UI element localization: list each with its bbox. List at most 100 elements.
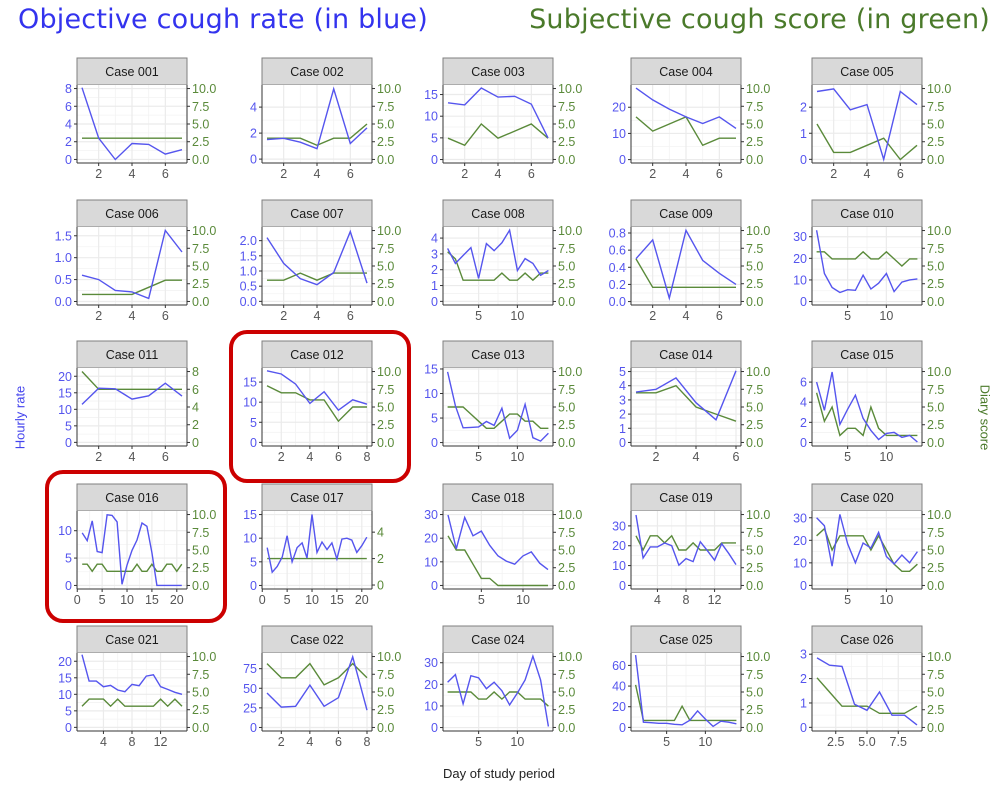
x-tick-label: 4: [654, 593, 661, 607]
objective-rate-line: [635, 228, 737, 301]
subjective-score-line: [816, 677, 918, 714]
x-axis-label: Day of study period: [442, 766, 555, 781]
facet-title: Case 015: [840, 348, 894, 362]
panel-case-026: Case 026 0 1 2 3 0.0 2.5 5.0 7.5 10.0 2.5 5.0 7.5: [800, 625, 951, 749]
y2-tick-label: 2.5: [192, 135, 209, 149]
y2-tick-label: 0.0: [746, 295, 763, 309]
x-tick-label: 15: [330, 593, 344, 607]
y2-tick-label: 5.0: [927, 118, 944, 132]
objective-rate-line: [266, 514, 368, 574]
x-tick-label: 4: [100, 735, 107, 749]
y2-tick-label: 5.0: [377, 401, 394, 415]
y2-tick-label: 7.5: [192, 242, 209, 256]
panel-case-008: Case 008 0 1 2 34 0.0 2.5 5.0 7.5 10.0 5 10: [431, 199, 582, 323]
x-tick-label: 5: [478, 593, 485, 607]
subjective-score-line: [266, 662, 368, 686]
facet-title: Case 005: [840, 65, 894, 79]
x-tick-label: 2: [95, 450, 102, 464]
y-tick-label: 1: [800, 696, 807, 710]
y2-tick-label: 0.0: [927, 721, 944, 735]
y2-tick-label: 2.5: [746, 703, 763, 717]
y2-tick-label: 7.5: [746, 242, 763, 256]
y2-tick-label: 7.5: [558, 242, 575, 256]
y2-tick-label: 5.0: [377, 260, 394, 274]
objective-rate-line: [447, 514, 549, 571]
facet-strip: [442, 340, 554, 369]
x-tick-label: 20: [170, 593, 184, 607]
facet-title: Case 025: [659, 633, 713, 647]
y-tick-label: 10: [424, 699, 438, 713]
y2-tick-label: 8: [192, 365, 199, 379]
y2-tick-label: 7.5: [746, 383, 763, 397]
facet-title: Case 026: [840, 633, 894, 647]
x-tick-label: 6: [716, 167, 723, 181]
y-tick-label: 8: [65, 82, 72, 96]
subjective-score-line: [816, 250, 918, 267]
facet-strip: [442, 625, 554, 654]
y2-tick-label: 7.5: [746, 526, 763, 540]
y-tick-label: 0.5: [55, 273, 72, 287]
x-tick-label: 2: [95, 309, 102, 323]
y2-tick-label: 0.0: [558, 579, 575, 593]
x-tick-label: 4: [314, 309, 321, 323]
objective-rate-line: [266, 229, 368, 286]
x-tick-label: 4: [129, 450, 136, 464]
y2-tick-label: 5.0: [377, 686, 394, 700]
y-tick-label: 0: [65, 436, 72, 450]
panel-case-020: Case 020 0 10 20 30 0.0 2.5 5.0 7.5 10.0 5 10: [793, 483, 951, 607]
facet-strip: [261, 483, 373, 512]
x-tick-label: 2: [278, 450, 285, 464]
facet-title: Case 024: [471, 633, 525, 647]
y2-tick-label: 10.0: [746, 82, 770, 96]
panel-case-018: Case 018 0 10 20 30 0.0 2.5 5.0 7.5 10.0 5 10: [424, 483, 582, 607]
y2-tick-label: 2.5: [746, 277, 763, 291]
subjective-score-line: [635, 534, 736, 552]
y-tick-label: 10: [424, 555, 438, 569]
x-tick-label: 5: [475, 450, 482, 464]
objective-rate-line: [81, 654, 183, 695]
x-tick-label: 6: [347, 309, 354, 323]
y2-tick-label: 0: [377, 579, 384, 593]
panel-case-019: Case 019 0 10 20 30 0.0 2.5 5.0 7.5 10.0 4 8 12: [612, 483, 770, 607]
y2-tick-label: 7.5: [746, 668, 763, 682]
y-tick-label: 2: [800, 672, 807, 686]
y2-tick-label: 7.5: [377, 100, 394, 114]
x-tick-label: 8: [129, 735, 136, 749]
y2-tick-label: 10.0: [377, 82, 401, 96]
y-tick-label: 60: [612, 659, 626, 673]
panel-case-021: Case 021 0 5 10 15 20 0.0 2.5 5.0 7.5 10.0 4 8 12: [58, 625, 216, 749]
y-tick-label: 0: [431, 579, 438, 593]
y2-tick-label: 10.0: [192, 508, 216, 522]
facet-strip: [630, 340, 742, 369]
y-tick-label: 0.0: [609, 295, 626, 309]
facet-title: Case 004: [659, 65, 713, 79]
y2-tick-label: 2.5: [927, 418, 944, 432]
y-tick-label: 30: [612, 519, 626, 533]
objective-rate-line: [816, 88, 918, 162]
y2-tick-label: 0.0: [558, 721, 575, 735]
y2-tick-label: 5.0: [192, 544, 209, 558]
y-tick-label: 0: [619, 579, 626, 593]
y-tick-label: 25: [243, 701, 257, 715]
x-tick-label: 6: [716, 309, 723, 323]
y-tick-label: 10: [612, 127, 626, 141]
y-tick-label: 15: [424, 362, 438, 376]
y-tick-label: 20: [612, 539, 626, 553]
y2-tick-label: 2.5: [746, 135, 763, 149]
x-tick-label: 6: [162, 450, 169, 464]
y2-tick-label: 2.5: [558, 561, 575, 575]
subjective-score-line: [266, 385, 367, 423]
y-tick-label: 0.8: [609, 227, 626, 241]
x-tick-label: 6: [528, 167, 535, 181]
y2-tick-label: 0.0: [746, 153, 763, 167]
facet-title: Case 016: [105, 491, 159, 505]
y2-tick-label: 0.0: [377, 153, 394, 167]
y-tick-label: 0: [65, 721, 72, 735]
subjective-score-line: [81, 698, 183, 708]
y2-tick-label: 10.0: [377, 650, 401, 664]
x-tick-label: 2: [461, 167, 468, 181]
objective-rate-line: [266, 370, 368, 412]
y-tick-label: 15: [243, 376, 257, 390]
y2-tick-label: 2.5: [927, 561, 944, 575]
